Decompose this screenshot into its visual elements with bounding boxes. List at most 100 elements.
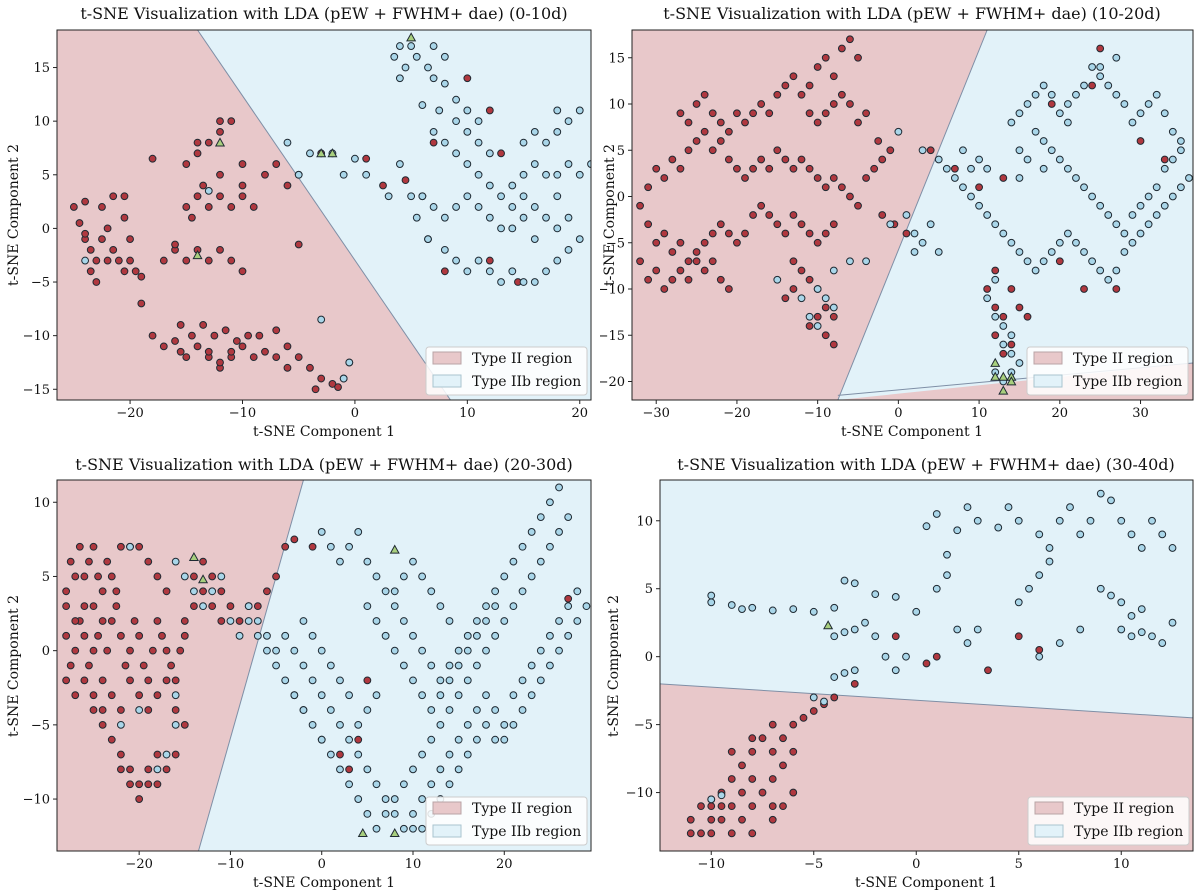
data-point-type-ii xyxy=(874,137,883,145)
data-point-type-ii xyxy=(789,211,798,219)
legend-item-type-ii: Type II region xyxy=(472,801,572,817)
data-point-type-iib xyxy=(1176,146,1185,155)
data-point-type-ii xyxy=(1096,44,1105,53)
legend-item-type-iib: Type IIb region xyxy=(472,824,581,840)
data-point-type-ii xyxy=(272,160,281,168)
data-point-type-ii xyxy=(781,229,790,238)
y-tick-label: 10 xyxy=(33,115,50,130)
data-point-type-iib xyxy=(797,294,806,303)
y-tick-label: 5 xyxy=(645,582,653,597)
data-point-type-iib xyxy=(1088,63,1097,71)
data-point-type-ii xyxy=(283,363,292,372)
data-point-type-iib xyxy=(999,229,1008,238)
data-point-type-ii xyxy=(153,780,162,789)
data-point-type-iib xyxy=(943,571,951,580)
data-point-type-iib xyxy=(1039,81,1048,90)
data-point-type-ii xyxy=(135,691,144,700)
data-point-type-iib xyxy=(1168,127,1177,136)
data-point-type-iib xyxy=(553,192,562,201)
data-point-type-ii xyxy=(180,720,189,729)
data-point-type-ii xyxy=(999,174,1008,182)
data-point-type-iib xyxy=(399,661,408,670)
data-point-type-iib xyxy=(555,483,563,492)
data-point-type-iib xyxy=(399,617,408,625)
data-point-type-iib xyxy=(407,192,416,201)
data-point-type-iib xyxy=(536,513,545,521)
data-point-type-iib xyxy=(436,691,445,700)
data-point-type-ii xyxy=(238,181,247,190)
data-point-type-ii xyxy=(216,192,224,201)
data-point-type-iib xyxy=(1007,238,1016,247)
data-point-triangle xyxy=(389,544,400,554)
data-point-type-iib xyxy=(204,186,213,195)
data-point-type-iib xyxy=(509,602,518,611)
data-point-type-iib xyxy=(399,572,408,581)
data-point-type-iib xyxy=(536,557,545,566)
data-point-type-ii xyxy=(700,238,709,247)
data-point-type-ii xyxy=(204,347,213,356)
data-point-type-ii xyxy=(773,90,782,99)
data-point-type-iib xyxy=(983,294,992,303)
data-point-type-iib xyxy=(840,576,849,585)
data-point-triangle xyxy=(198,574,209,584)
data-point-type-ii xyxy=(991,331,1000,340)
data-point-type-ii xyxy=(850,679,859,688)
data-point-type-iib xyxy=(424,63,432,72)
data-point-type-ii xyxy=(210,331,219,340)
data-point-type-iib xyxy=(1120,100,1129,108)
data-point-type-ii xyxy=(797,155,806,164)
data-point-type-ii xyxy=(217,617,226,625)
data-point-type-ii xyxy=(153,750,162,759)
data-point-type-iib xyxy=(1120,248,1129,256)
data-point-triangle xyxy=(357,827,368,838)
y-tick-label: 0 xyxy=(42,222,50,237)
x-tick-label: 10 xyxy=(405,857,422,872)
data-point-type-iib xyxy=(1015,174,1024,182)
data-point-type-ii xyxy=(89,542,98,551)
data-point-type-iib xyxy=(418,646,427,655)
data-point-type-iib xyxy=(390,52,399,61)
data-point-type-iib xyxy=(424,235,432,244)
data-point-type-ii xyxy=(238,342,247,351)
data-point-type-iib xyxy=(717,791,726,800)
data-point-type-iib xyxy=(1039,257,1048,266)
data-point-type-iib xyxy=(846,257,854,266)
data-point-type-iib xyxy=(1176,183,1185,192)
data-point-type-iib xyxy=(1148,516,1156,525)
data-point-type-iib xyxy=(418,101,427,109)
data-point-type-ii xyxy=(440,267,449,276)
data-point-type-iib xyxy=(840,669,849,677)
data-point-type-iib xyxy=(339,170,348,179)
data-point-type-iib xyxy=(999,322,1008,330)
data-point-type-iib xyxy=(509,691,518,700)
data-point-type-ii xyxy=(126,765,134,774)
data-point-type-iib xyxy=(463,750,472,759)
data-point-triangle xyxy=(389,827,400,838)
data-point-type-ii xyxy=(261,347,269,356)
data-point-type-iib xyxy=(508,181,517,190)
legend-item-type-iib: Type IIb region xyxy=(1074,824,1183,840)
data-point-type-ii xyxy=(926,146,935,155)
data-point-type-iib xyxy=(1014,516,1023,525)
data-point-type-iib xyxy=(299,661,308,670)
data-point-type-iib xyxy=(1086,516,1095,525)
data-point-type-ii xyxy=(208,572,217,581)
data-point-type-ii xyxy=(109,192,118,201)
data-point-type-iib xyxy=(1144,220,1153,229)
data-point-type-iib xyxy=(527,691,536,700)
data-point-type-ii xyxy=(75,542,84,551)
data-point-type-iib xyxy=(452,149,460,158)
data-point-type-ii xyxy=(272,353,281,362)
data-point-type-ii xyxy=(107,691,116,700)
data-point-type-iib xyxy=(1104,275,1113,284)
data-point-type-iib xyxy=(454,765,463,774)
legend: Type II region Type IIb region xyxy=(425,796,588,846)
data-point-type-ii xyxy=(748,829,757,838)
data-point-type-ii xyxy=(564,594,573,603)
data-point-type-iib xyxy=(429,74,438,83)
data-point-type-iib xyxy=(253,631,262,640)
data-point-type-iib xyxy=(429,42,438,50)
data-point-type-iib xyxy=(850,625,859,634)
data-point-type-iib xyxy=(180,572,189,581)
